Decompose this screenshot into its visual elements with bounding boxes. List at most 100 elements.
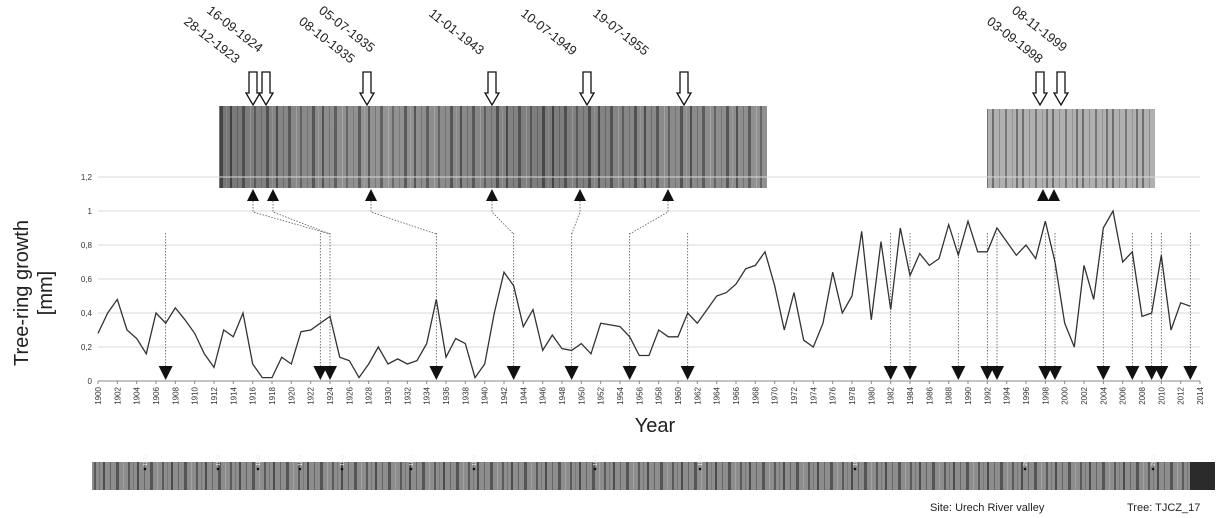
core-decade-dot: [340, 467, 344, 471]
event-arrow: [675, 71, 693, 107]
sample-connector: [370, 201, 437, 235]
core-decade-label: 2010: [1151, 455, 1157, 466]
x-tick-label: 1996: [1022, 386, 1031, 404]
x-tick-label: 1936: [442, 386, 451, 404]
event-marker: [313, 366, 328, 380]
event-marker: [622, 366, 637, 380]
event-marker: [1048, 366, 1062, 380]
x-tick-label: 1912: [210, 386, 219, 404]
sample-marker: [267, 189, 279, 201]
x-tick-label: 2010: [1157, 386, 1166, 404]
wood-sample-right: [987, 109, 1155, 188]
x-tick-label: 1916: [249, 386, 258, 404]
sample-marker: [1037, 189, 1049, 201]
series-line: [97, 209, 1191, 380]
x-tick-label: 1954: [616, 386, 625, 404]
core-decade-label: 1960: [472, 455, 478, 466]
event-arrows: [244, 71, 1070, 107]
core-decade-label: 1950: [409, 455, 415, 466]
core-decade-label: 1910: [216, 455, 222, 466]
x-tick-label: 1968: [751, 386, 760, 404]
x-tick-label: 1962: [693, 386, 702, 404]
x-tick-label: 1928: [365, 386, 374, 404]
x-tick-label: 1908: [171, 386, 180, 404]
sample-marker: [365, 189, 377, 201]
core-decade-dot: [593, 467, 597, 471]
sample-marker: [486, 189, 498, 201]
x-tick-label: 1922: [307, 386, 316, 404]
y-axis-ticks: 0 0,2 0,4 0,6 0,8 1 1,2: [81, 173, 93, 386]
x-tick-label: 1904: [133, 386, 142, 404]
sample-connector: [571, 201, 581, 235]
sample-connector: [491, 201, 514, 235]
x-tick-label: 1946: [539, 386, 548, 404]
x-tick-label: 1948: [558, 386, 567, 404]
y-tick-label: 0,4: [81, 309, 93, 318]
event-marker: [1125, 366, 1140, 380]
x-tick-label: 1966: [732, 386, 741, 404]
core-decade-label: 1990: [853, 455, 859, 466]
event-arrow: [483, 71, 501, 107]
core-decade-dot: [853, 467, 857, 471]
sample-connector: [272, 201, 331, 235]
event-date-label: 10-07-1949: [518, 6, 580, 59]
event-date-label: 19-07-1955: [590, 6, 652, 59]
x-tick-label: 1990: [964, 386, 973, 404]
x-axis-ticks: 1900 1902 1904 1906 1908 1910 1912 1914 1916 1918…: [94, 381, 1205, 405]
x-tick-label: 1958: [655, 386, 664, 404]
x-tick-label: 1972: [790, 386, 799, 404]
x-tick-label: 1994: [1003, 386, 1012, 404]
x-tick-label: 2014: [1196, 386, 1205, 404]
x-tick-label: 1918: [268, 386, 277, 404]
x-tick-label: 1932: [403, 386, 412, 404]
x-tick-label: 1992: [983, 386, 992, 404]
x-tick-label: 1910: [191, 386, 200, 404]
core-decade-label: 1900: [143, 455, 149, 466]
y-tick-label: 0,2: [81, 343, 93, 352]
x-tick-label: 2002: [1080, 386, 1089, 404]
event-marker: [506, 366, 521, 380]
x-tick-label: 2008: [1138, 386, 1147, 404]
x-tick-label: 1930: [384, 386, 393, 404]
core-decade-labels: 1900 1910 1920 1930 1940 1950 1960 1970 1980 1990…: [143, 455, 1157, 471]
event-arrow: [1052, 71, 1070, 107]
x-tick-label: 1926: [345, 386, 354, 404]
core-decade-label: 1980: [698, 455, 704, 466]
y-axis-label-line1: Tree-ring growth: [11, 220, 33, 366]
x-tick-label: 1934: [423, 386, 432, 404]
y-tick-label: 1: [88, 207, 93, 216]
wood-sample-left: [219, 106, 767, 188]
event-arrow: [257, 71, 275, 107]
x-tick-label: 1914: [229, 386, 238, 404]
x-tick-label: 1988: [945, 386, 954, 404]
sample-marker: [662, 189, 674, 201]
event-marker: [1144, 366, 1159, 380]
x-tick-label: 1984: [906, 386, 915, 404]
event-arrow: [244, 71, 262, 107]
x-tick-label: 1902: [113, 386, 122, 404]
x-tick-label: 1924: [326, 386, 335, 404]
x-tick-label: 1950: [577, 386, 586, 404]
event-marker: [564, 366, 579, 380]
event-marker: [1154, 366, 1169, 380]
core-decade-dot: [472, 467, 476, 471]
event-arrow: [358, 71, 376, 107]
core-decade-label: 1970: [593, 455, 599, 466]
event-marker: [883, 366, 898, 380]
x-tick-label: 1960: [674, 386, 683, 404]
x-tick-label: 1978: [848, 386, 857, 404]
core-decade-dot: [216, 467, 220, 471]
connector-lines: [165, 201, 1191, 366]
core-decade-label: 1930: [298, 455, 304, 466]
x-tick-label: 1938: [461, 386, 470, 404]
y-tick-label: 0,6: [81, 275, 93, 284]
x-tick-label: 1920: [287, 386, 296, 404]
x-tick-label: 2012: [1177, 386, 1186, 404]
x-tick-label: 1942: [500, 386, 509, 404]
y-tick-label: 1,2: [81, 173, 93, 182]
x-tick-label: 1944: [519, 386, 528, 404]
event-marker: [323, 366, 337, 380]
core-decade-dot: [298, 467, 302, 471]
x-tick-label: 1976: [829, 386, 838, 404]
